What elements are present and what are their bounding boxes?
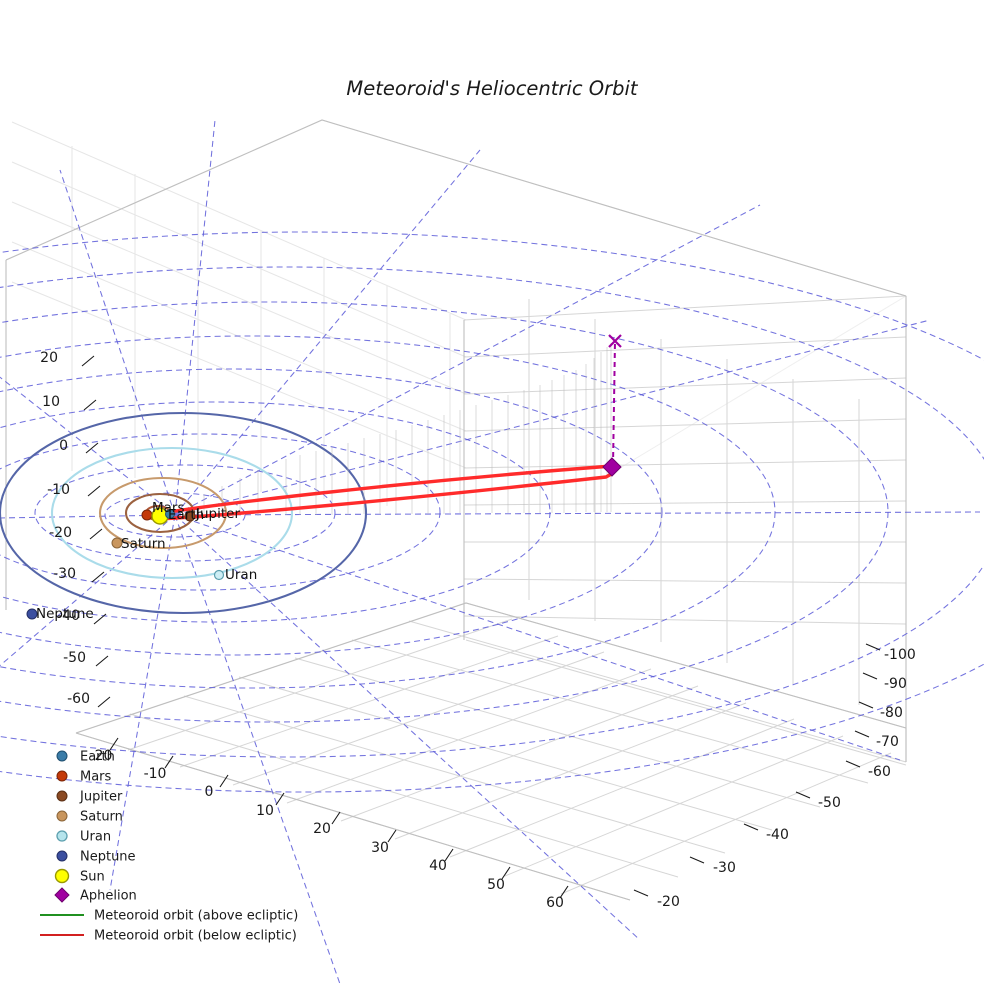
marker-uran bbox=[213, 569, 225, 581]
tick-labels-z: 20 10 0 -10 -20 -30 -40 -50 -60 bbox=[40, 350, 90, 707]
z-tick: 20 bbox=[40, 350, 58, 366]
label-earth: Earth bbox=[168, 507, 204, 523]
marker-jupiter bbox=[184, 510, 196, 522]
y-tick: -50 bbox=[818, 795, 841, 811]
legend-marker-uran bbox=[56, 830, 68, 842]
pane-left-back bbox=[11, 121, 467, 513]
z-tick: -60 bbox=[67, 691, 90, 707]
z-tick: 0 bbox=[59, 438, 68, 454]
marker-mars bbox=[141, 509, 153, 521]
planet-markers bbox=[26, 507, 225, 620]
label-uran: Uran bbox=[225, 567, 257, 583]
x-tick: 50 bbox=[487, 877, 505, 893]
y-tick: -100 bbox=[884, 647, 916, 663]
tick-labels-y: -20 -30 -40 -50 -60 -70 -80 -90 -100 bbox=[657, 647, 916, 910]
y-tick: -90 bbox=[884, 676, 907, 692]
orbit-neptune bbox=[0, 411, 367, 615]
label-saturn: Saturn bbox=[121, 536, 166, 552]
x-tick: 60 bbox=[546, 895, 564, 911]
legend-label-mars[interactable]: Mars bbox=[80, 770, 112, 785]
aphelion-cross-marker bbox=[608, 334, 622, 348]
orbit-uran bbox=[50, 446, 294, 580]
ecliptic-reference-grid bbox=[0, 119, 984, 984]
legend-marker-mars bbox=[56, 770, 68, 782]
legend-marker-sun bbox=[54, 868, 70, 884]
orbit-drop-stems bbox=[203, 343, 612, 516]
aphelion-group bbox=[602, 334, 622, 477]
y-tick: -60 bbox=[868, 764, 891, 780]
page-title: Meteoroid's Heliocentric Orbit bbox=[346, 77, 639, 100]
planet-text-labels: Mars Earth Jupiter Saturn Uran Neptune bbox=[36, 500, 257, 622]
x-tick: 40 bbox=[429, 858, 447, 874]
z-tick: -50 bbox=[63, 650, 86, 666]
legend[interactable]: Earth Mars Jupiter Saturn Uran Neptune S… bbox=[40, 750, 298, 944]
tick-labels-x: -20 -10 0 10 20 30 40 50 60 bbox=[90, 748, 564, 911]
legend-label-uran[interactable]: Uran bbox=[80, 830, 111, 845]
label-neptune: Neptune bbox=[36, 606, 94, 622]
y-tick: -80 bbox=[880, 705, 903, 721]
y-tick: -20 bbox=[657, 894, 680, 910]
legend-label-sun[interactable]: Sun bbox=[80, 870, 105, 885]
marker-neptune bbox=[26, 608, 38, 620]
legend-marker-neptune bbox=[56, 850, 68, 862]
legend-marker-earth bbox=[56, 750, 68, 762]
legend-label-earth[interactable]: Earth bbox=[80, 750, 115, 765]
label-jupiter: Jupiter bbox=[195, 506, 240, 522]
legend-label-saturn[interactable]: Saturn bbox=[80, 810, 123, 825]
marker-earth bbox=[165, 509, 175, 519]
x-tick: 0 bbox=[205, 784, 214, 800]
aphelion-projection-line bbox=[612, 340, 616, 467]
z-tick: 10 bbox=[42, 394, 60, 410]
legend-label-neptune[interactable]: Neptune bbox=[80, 850, 136, 865]
pane-floor bbox=[75, 602, 907, 901]
x-tick: 10 bbox=[256, 803, 274, 819]
legend-marker-saturn bbox=[56, 810, 68, 822]
x-tick: 20 bbox=[313, 821, 331, 837]
legend-label-aphelion[interactable]: Aphelion bbox=[80, 889, 137, 904]
legend-marker-aphelion bbox=[54, 887, 70, 903]
legend-label-jupiter[interactable]: Jupiter bbox=[79, 790, 123, 805]
legend-label-orbit-above[interactable]: Meteoroid orbit (above ecliptic) bbox=[94, 909, 298, 924]
legend-label-orbit-below[interactable]: Meteoroid orbit (below ecliptic) bbox=[94, 929, 297, 944]
tick-marks bbox=[81, 355, 881, 899]
y-tick: -30 bbox=[713, 860, 736, 876]
z-tick: -40 bbox=[57, 608, 80, 624]
x-tick: -20 bbox=[90, 748, 113, 764]
z-tick: -10 bbox=[47, 482, 70, 498]
z-tick: -30 bbox=[53, 566, 76, 582]
aphelion-diamond-marker bbox=[602, 457, 622, 477]
label-mars: Mars bbox=[152, 500, 185, 516]
y-tick: -40 bbox=[766, 827, 789, 843]
y-tick: -70 bbox=[876, 734, 899, 750]
marker-saturn bbox=[111, 537, 123, 549]
x-tick: -10 bbox=[144, 766, 167, 782]
z-tick: -20 bbox=[49, 525, 72, 541]
x-tick: 30 bbox=[371, 840, 389, 856]
legend-marker-jupiter bbox=[56, 790, 68, 802]
